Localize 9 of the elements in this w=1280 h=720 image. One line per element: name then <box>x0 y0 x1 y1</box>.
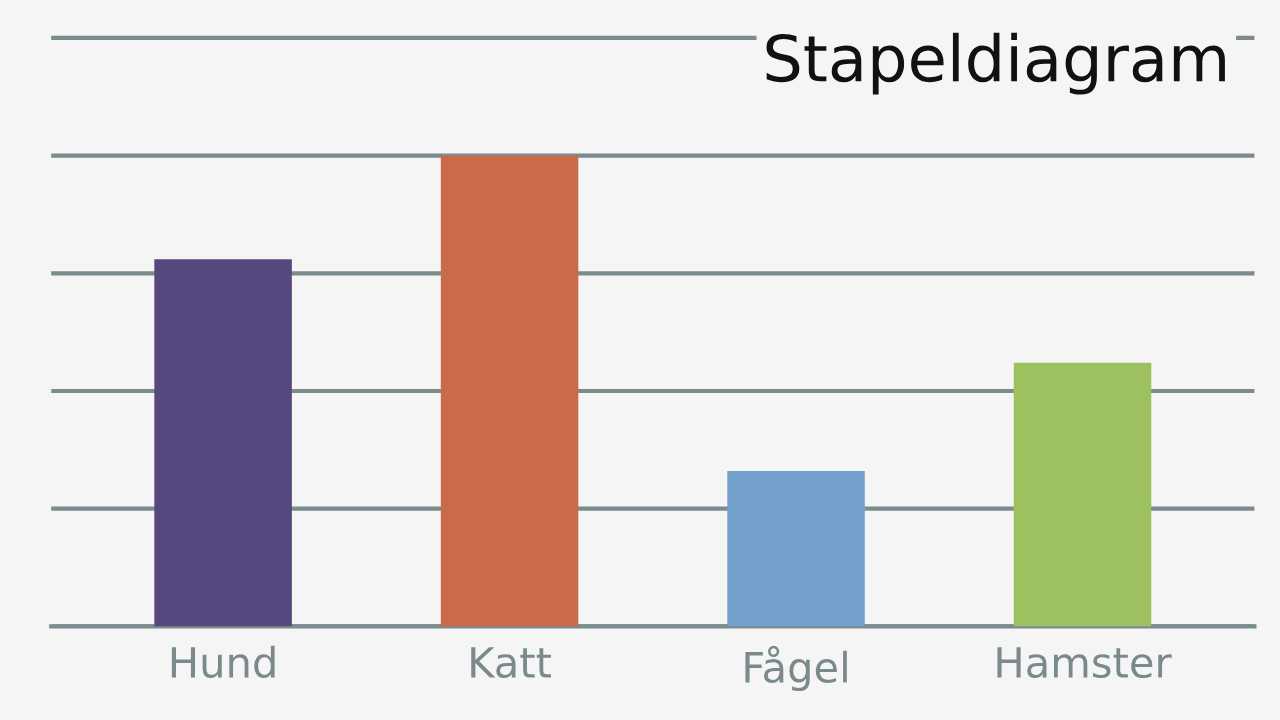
x-tick-label: Hamster <box>997 647 1172 679</box>
bar <box>154 259 292 627</box>
x-tick-label: Katt <box>471 647 551 679</box>
bar <box>727 471 865 627</box>
chart-title: Stapeldiagram <box>766 32 1225 95</box>
bar <box>1013 362 1152 627</box>
bar <box>440 155 579 627</box>
x-tick-label: Hund <box>171 645 275 679</box>
x-tick-label: Fågel <box>745 645 847 692</box>
